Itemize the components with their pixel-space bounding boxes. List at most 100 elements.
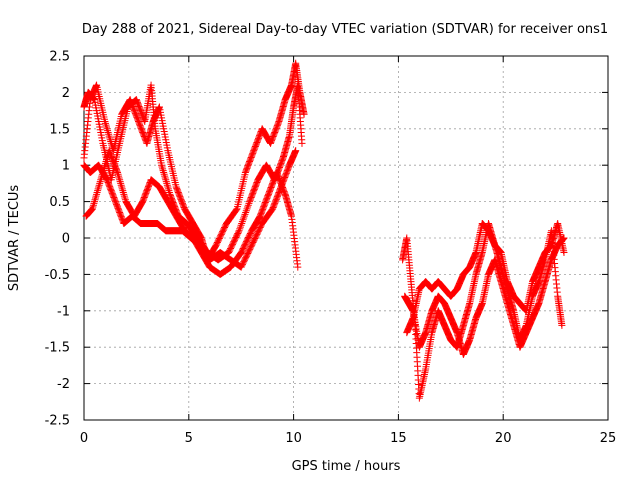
data-point — [96, 178, 104, 186]
x-tick-label: 0 — [80, 431, 88, 446]
data-point — [240, 214, 248, 222]
data-point — [89, 203, 97, 211]
data-point — [160, 170, 168, 178]
x-axis-ticks: 0 5 10 15 20 25 — [80, 56, 616, 446]
data-point — [105, 132, 113, 140]
y-tick-label: 1.5 — [49, 122, 70, 137]
data-point — [165, 189, 173, 196]
y-tick-label: -2.5 — [45, 414, 70, 429]
data-point — [94, 187, 102, 195]
data-point — [102, 121, 110, 129]
data-point — [104, 128, 112, 136]
data-point — [92, 194, 100, 202]
y-tick-label: 0 — [62, 232, 70, 247]
data-point — [95, 183, 103, 191]
data-point — [120, 190, 128, 198]
data-point — [97, 176, 105, 184]
data-point — [105, 130, 113, 138]
data-point — [91, 196, 99, 204]
data-point — [238, 218, 246, 226]
data-point — [232, 207, 240, 215]
data-point — [102, 174, 110, 182]
y-tick-label: 1 — [62, 159, 70, 174]
data-point — [88, 205, 96, 213]
data-point — [116, 176, 124, 184]
data-point — [244, 201, 252, 209]
data-point — [158, 163, 166, 171]
data-point — [211, 243, 219, 251]
y-axis-label: SDTVAR / TECUs — [7, 185, 22, 292]
data-point — [113, 167, 121, 175]
data-point — [236, 225, 244, 233]
data-point — [164, 185, 172, 193]
series-arc-c — [82, 147, 302, 278]
data-point — [119, 189, 127, 196]
x-tick-label: 25 — [600, 431, 617, 446]
chart-title: Day 288 of 2021, Sidereal Day-to-day VTE… — [82, 22, 608, 37]
data-point — [117, 179, 125, 187]
data-point — [95, 181, 103, 189]
series-arc-a — [80, 59, 308, 264]
data-point — [117, 181, 125, 189]
data-point — [104, 127, 112, 135]
data-points — [80, 59, 568, 402]
data-point — [159, 167, 167, 175]
data-point — [160, 168, 168, 176]
data-point — [116, 178, 124, 186]
data-point — [94, 185, 102, 193]
data-point — [237, 221, 245, 229]
data-point — [298, 139, 306, 147]
data-point — [163, 181, 171, 189]
data-point — [162, 178, 170, 186]
data-point — [106, 134, 114, 142]
data-point — [92, 192, 100, 200]
series-arc-g — [403, 219, 568, 337]
data-point — [115, 172, 123, 180]
data-point — [158, 161, 166, 169]
y-tick-label: -1 — [57, 304, 70, 319]
data-point — [234, 228, 242, 236]
data-point — [240, 212, 248, 220]
data-point — [114, 170, 122, 178]
data-point — [101, 159, 109, 167]
data-point — [101, 119, 109, 127]
data-point — [102, 158, 110, 166]
series-arc-f — [401, 234, 568, 358]
data-point — [118, 183, 126, 191]
data-point — [165, 187, 173, 195]
y-tick-label: 0.5 — [49, 195, 70, 210]
y-tick-label: 2.5 — [49, 50, 70, 65]
x-tick-label: 20 — [495, 431, 512, 446]
data-point — [121, 194, 129, 202]
y-tick-label: -2 — [57, 377, 70, 392]
data-point — [93, 189, 101, 196]
data-point — [140, 116, 148, 124]
data-point — [164, 183, 172, 191]
data-point — [114, 168, 122, 176]
data-point — [245, 199, 253, 207]
y-tick-label: -1.5 — [45, 341, 70, 356]
data-point — [239, 216, 247, 224]
data-point — [241, 210, 249, 218]
data-point — [560, 249, 568, 257]
data-point — [161, 174, 169, 182]
data-point — [89, 201, 97, 209]
data-point — [558, 321, 566, 329]
data-point — [292, 147, 300, 155]
data-point — [101, 161, 109, 169]
data-point — [159, 165, 167, 173]
data-point — [236, 223, 244, 231]
data-point — [96, 179, 104, 187]
x-tick-label: 5 — [185, 431, 193, 446]
data-point — [93, 190, 101, 198]
data-point — [232, 206, 240, 214]
data-point — [235, 227, 243, 235]
y-axis-ticks: -2.5 -2 -1.5 -1 -0.5 0 0.5 1 1.5 2 2.5 — [45, 50, 608, 429]
y-tick-label: 2 — [62, 86, 70, 101]
data-point — [244, 203, 252, 211]
data-point — [103, 156, 111, 164]
data-point — [243, 205, 251, 213]
data-point — [161, 172, 169, 180]
x-axis-label: GPS time / hours — [292, 459, 401, 474]
data-point — [101, 118, 109, 126]
